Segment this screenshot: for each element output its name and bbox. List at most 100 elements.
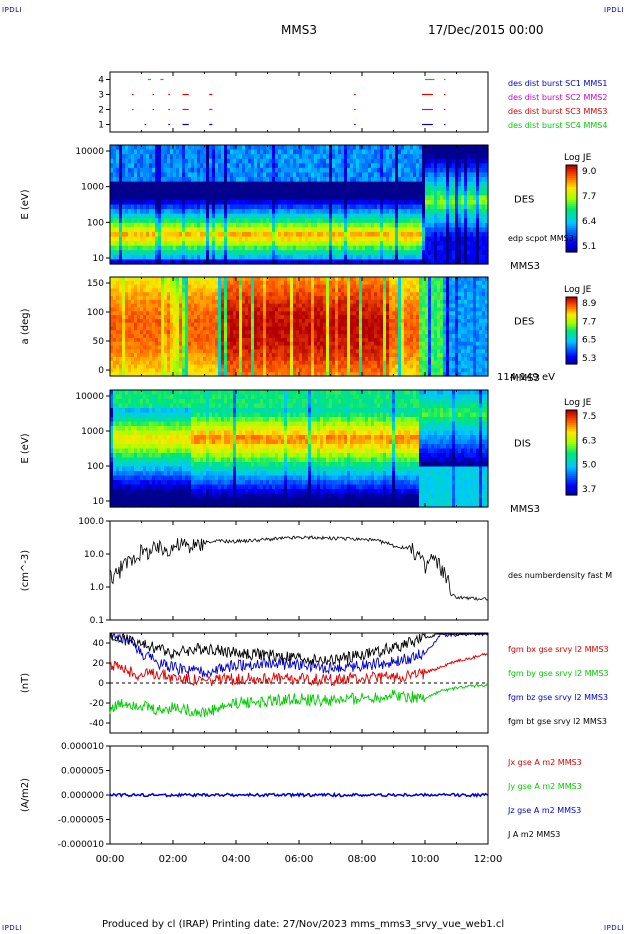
- colorbar-3-cell: [566, 420, 577, 424]
- colorbar-1-cell: [566, 234, 577, 238]
- burst-y-tick-label: 4: [98, 76, 104, 86]
- colorbar-1-cell: [566, 171, 577, 175]
- colorbar-2-cell: [566, 302, 577, 305]
- footer-text: Produced by cl (IRAP) Printing date: 27/…: [102, 919, 505, 930]
- current-y-tick-label: 0.000000: [61, 791, 104, 801]
- x-tick-label: 08:00: [348, 854, 377, 865]
- x-tick-label: 04:00: [222, 854, 251, 865]
- colorbar-3-cell: [566, 456, 577, 460]
- current-y-tick-label: -0.000005: [58, 816, 104, 826]
- colorbar-1-cell: [566, 178, 577, 181]
- colorbar-1-cell: [566, 230, 577, 234]
- colorbar-3-cell: [566, 439, 577, 443]
- density-y-tick-label: 10.0: [84, 550, 104, 560]
- colorbar-2-cell: [566, 360, 577, 363]
- colorbar-3-cell: [566, 450, 577, 454]
- colorbar-1-cell: [566, 195, 577, 199]
- colorbar-1-cell: [566, 197, 577, 201]
- colorbar-3-title: Log JE: [564, 398, 592, 408]
- burst-legend-item: des dist burst SC2 MMS2: [508, 93, 607, 102]
- colorbar-1-cell: [566, 236, 577, 240]
- colorbar-3-cell: [566, 433, 577, 437]
- colorbar-1-cell: [566, 180, 577, 183]
- bfield-series-line-0: [109, 652, 489, 687]
- current-legend-item: Jy gse A m2 MMS3: [507, 782, 582, 791]
- colorbar-1-cell: [566, 212, 577, 216]
- colorbar-1-cell: [566, 173, 577, 177]
- colorbar-2-cell: [566, 358, 577, 362]
- colorbar-3-cell: [566, 452, 577, 456]
- bfield-y-tick-label: 20: [93, 659, 105, 669]
- colorbar-1-cell: [566, 167, 577, 170]
- colorbar-2-cell: [566, 355, 577, 358]
- current-y-tick-label: -0.000010: [58, 840, 104, 850]
- spectrogram-2-y-tick-label: 100: [87, 308, 104, 318]
- bfield-series-line-1: [109, 683, 489, 718]
- corner-label-top-left: IPDLI: [2, 6, 23, 14]
- colorbar-1-cell: [566, 208, 577, 212]
- colorbar-1-cell: [566, 188, 577, 192]
- colorbar-3-cell: [566, 484, 577, 488]
- corner-label-top-right: IPDLI: [604, 6, 625, 14]
- colorbar-2-cell: [566, 352, 577, 355]
- colorbar-1-frame: [565, 164, 578, 253]
- colorbar-2-cell: [566, 297, 577, 300]
- burst-y-tick-label: 1: [98, 121, 104, 131]
- bfield-legend-item: fgm bx gse srvy l2 MMS3: [508, 645, 609, 654]
- spectrogram-3-y-tick-label: 100: [87, 462, 104, 472]
- colorbar-1-cell: [566, 241, 577, 244]
- bfield-series-line-2: [109, 633, 489, 678]
- colorbar-1-tick-label: 7.7: [582, 192, 596, 202]
- colorbar-2-cell: [566, 303, 577, 306]
- colorbar-3-cell: [566, 486, 577, 490]
- bfield-ylabel: (nT): [20, 673, 31, 693]
- colorbar-3-cell: [566, 444, 577, 447]
- colorbar-2-cell: [566, 317, 577, 320]
- colorbar-2-cell: [566, 322, 577, 325]
- spectrogram-1-y-tick-label: 10000: [75, 147, 104, 157]
- colorbar-1-cell: [566, 191, 577, 194]
- colorbar-3-cell: [566, 418, 577, 422]
- x-tick-label: 00:00: [96, 854, 125, 865]
- colorbar-3-cell: [566, 435, 577, 439]
- colorbar-1-cell: [566, 204, 577, 207]
- spectrogram-3-y-tick-label: 10000: [75, 392, 104, 402]
- spectrogram-3-spacecraft-label: MMS3: [510, 504, 540, 515]
- colorbar-1-cell: [566, 210, 577, 214]
- colorbar-3-cell: [566, 492, 577, 496]
- corner-label-bottom-left: IPDLI: [2, 924, 23, 932]
- date-title: 17/Dec/2015 00:00: [428, 23, 544, 37]
- colorbar-1-cell: [566, 249, 577, 253]
- density-series-line: [109, 535, 489, 601]
- colorbar-1-cell: [566, 225, 577, 229]
- colorbar-1-tick-label: 9.0: [582, 167, 597, 177]
- colorbar-1-cell: [566, 247, 577, 251]
- colorbar-2-cell: [566, 357, 577, 360]
- colorbar-2-tick-label: 7.7: [582, 317, 596, 327]
- spectrogram-3-y-tick-label: 1000: [81, 427, 104, 437]
- colorbar-2-cell: [566, 337, 577, 340]
- current-series-line: [109, 791, 489, 798]
- colorbar-2-tick-label: 5.3: [582, 354, 596, 364]
- colorbar-2-cell: [566, 328, 577, 332]
- colorbar-3-cell: [566, 471, 577, 475]
- colorbar-2-cell: [566, 313, 577, 317]
- density-ylabel: (cm^-3): [20, 550, 31, 591]
- colorbar-3-cell: [566, 461, 577, 464]
- colorbar-3-cell: [566, 448, 577, 451]
- colorbar-3-cell: [566, 441, 577, 445]
- colorbar-1-cell: [566, 219, 577, 223]
- density-y-tick-label: 100.0: [78, 517, 104, 527]
- bfield-legend-item: fgm bz gse srvy l2 MMS3: [508, 693, 608, 702]
- colorbar-2-cell: [566, 345, 577, 348]
- density-y-tick-label: 0.1: [90, 616, 104, 626]
- colorbar-1-cell: [566, 175, 577, 179]
- colorbar-2-cell: [566, 323, 577, 327]
- colorbar-3-cell: [566, 410, 577, 413]
- colorbar-2-cell: [566, 300, 577, 303]
- spectrogram-1-instrument-label: DES: [514, 195, 534, 206]
- multi-panel-chart: 1 2 3 4 des dist burst SC1 MMS1 des dist burs…: [20, 71, 612, 865]
- x-tick-label: 12:00: [474, 854, 503, 865]
- current-legend-item: Jz gse A m2 MMS3: [507, 806, 581, 815]
- spectrogram-3-ylabel: E (eV): [20, 433, 31, 463]
